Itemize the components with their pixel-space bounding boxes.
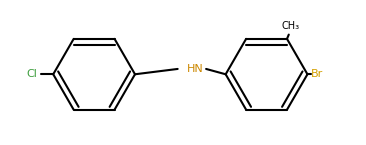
Text: Cl: Cl xyxy=(26,69,37,79)
Text: HN: HN xyxy=(187,64,204,74)
Text: Br: Br xyxy=(311,69,323,79)
Text: CH₃: CH₃ xyxy=(281,21,300,31)
